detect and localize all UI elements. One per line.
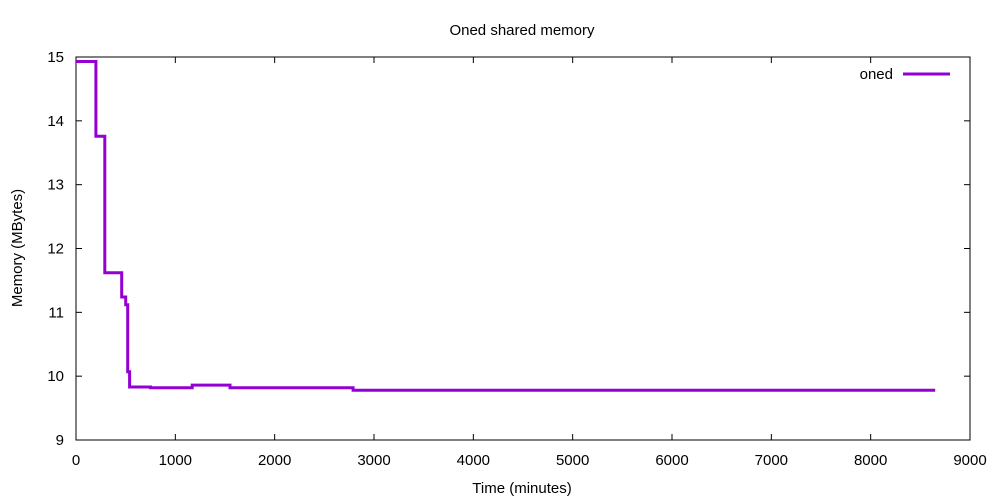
y-tick-label: 15 [47, 49, 64, 66]
y-tick-label: 13 [47, 177, 64, 194]
x-tick-label: 7000 [755, 452, 788, 469]
plot-frame [75, 56, 971, 441]
y-tick-label: 12 [47, 241, 64, 258]
y-tick-label: 14 [47, 113, 64, 130]
x-tick-label: 8000 [854, 452, 887, 469]
x-axis-label: Time (minutes) [472, 480, 571, 497]
y-axis-label: Memory (MBytes) [9, 189, 26, 307]
y-tick-label: 11 [48, 304, 64, 321]
legend-label: oned [860, 66, 893, 83]
y-tick-label: 9 [56, 432, 64, 449]
x-tick-label: 1000 [159, 452, 192, 469]
x-tick-label: 3000 [357, 452, 390, 469]
chart-title: Oned shared memory [449, 22, 595, 39]
x-axis: 0 1000 2000 3000 4000 5000 6000 7000 8000 9000 [72, 57, 987, 469]
x-tick-label: 0 [72, 452, 80, 469]
y-axis: 9 10 11 12 13 14 15 [47, 49, 970, 449]
x-tick-label: 6000 [655, 452, 688, 469]
x-tick-label: 4000 [457, 452, 490, 469]
legend: oned [860, 66, 950, 83]
series-line-oned [76, 60, 936, 392]
x-tick-label: 5000 [556, 452, 589, 469]
x-tick-label: 2000 [258, 452, 291, 469]
y-tick-label: 10 [47, 368, 64, 385]
series-layer [76, 60, 936, 392]
x-tick-label: 9000 [953, 452, 986, 469]
